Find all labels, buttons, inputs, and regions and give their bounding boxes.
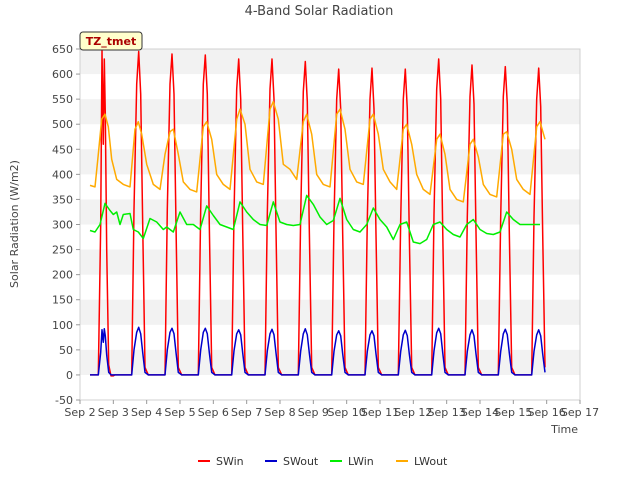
series-line-lwout — [89, 100, 546, 203]
y-axis-title: Solar Radiation (W/m2) — [8, 160, 21, 288]
x-axis: Sep 2 Sep 3 Sep 4 Sep 5 Sep 6 Sep 7 Sep 8 Sep 9… — [64, 400, 599, 419]
legend: SWin SWout LWin LWout — [198, 455, 448, 468]
chart-title: 4-Band Solar Radiation — [245, 4, 394, 19]
grid-band — [80, 149, 580, 175]
y-tick-label: 150 — [52, 294, 73, 307]
annotation-box — [79, 31, 143, 51]
x-tick-label: Sep 7 — [231, 406, 262, 419]
series-line-swout — [90, 326, 546, 376]
x-tick-label: Sep 13 — [428, 406, 466, 419]
series-line-lwin — [89, 194, 540, 245]
x-tick-label: Sep 10 — [328, 406, 366, 419]
x-tick-label: Sep 8 — [264, 406, 295, 419]
legend-label: SWout — [283, 455, 319, 468]
x-tick-label: Sep 3 — [98, 406, 129, 419]
y-tick-label: 550 — [52, 93, 73, 106]
legend-label: SWin — [216, 455, 244, 468]
x-tick-label: Sep 15 — [494, 406, 532, 419]
x-tick-label: Sep 12 — [394, 406, 432, 419]
x-tick-label: Sep 4 — [131, 406, 162, 419]
y-tick-label: 500 — [52, 118, 73, 131]
y-tick-label: 0 — [66, 369, 73, 382]
y-tick-label: 400 — [52, 168, 73, 181]
plot-series — [89, 48, 546, 377]
y-tick-label: 250 — [52, 244, 73, 257]
grid-band — [80, 249, 580, 275]
x-tick-label: Sep 17 — [561, 406, 599, 419]
y-axis: -50 0 50 100 150 200 250 300 350 400 450 500 550 600 6… — [52, 43, 80, 407]
annotation-label: TZ_tmet — [86, 35, 136, 48]
x-tick-label: Sep 5 — [164, 406, 195, 419]
y-tick-label: 600 — [52, 68, 73, 81]
grid-band — [80, 49, 580, 75]
y-tick-label: 200 — [52, 269, 73, 282]
x-tick-label: Sep 9 — [298, 406, 329, 419]
grid-band — [80, 349, 580, 375]
y-tick-label: 650 — [52, 43, 73, 56]
x-tick-label: Sep 2 — [64, 406, 95, 419]
y-tick-label: 100 — [52, 319, 73, 332]
grid-band — [80, 99, 580, 125]
x-tick-label: Sep 6 — [198, 406, 229, 419]
x-tick-label: Sep 16 — [528, 406, 566, 419]
grid-band — [80, 199, 580, 225]
legend-label: LWout — [414, 455, 448, 468]
grid-band — [80, 299, 580, 325]
y-tick-label: 50 — [59, 344, 73, 357]
x-tick-label: Sep 11 — [361, 406, 399, 419]
x-tick-label: Sep 14 — [461, 406, 499, 419]
grid-bands — [80, 49, 580, 375]
x-axis-title: Time — [550, 423, 578, 436]
y-tick-label: 450 — [52, 143, 73, 156]
y-tick-label: 300 — [52, 219, 73, 232]
y-tick-label: 350 — [52, 193, 73, 206]
tz-annotation: TZ_tmet — [79, 31, 143, 51]
y-tick-label: -50 — [55, 394, 73, 407]
legend-label: LWin — [348, 455, 374, 468]
